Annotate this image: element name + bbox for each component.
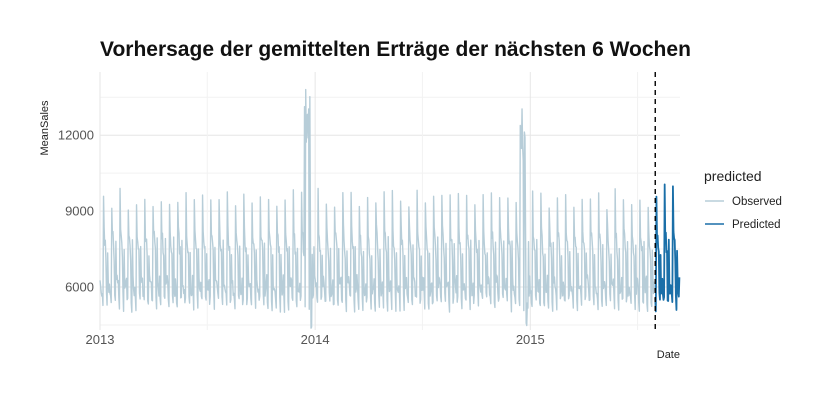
series-observed [99,88,656,329]
x-tick-label: 2013 [86,332,115,347]
x-axis-title: Date [657,349,680,361]
y-tick-label: 9000 [65,204,94,219]
y-tick-label: 6000 [65,280,94,295]
legend-label-observed: Observed [732,196,782,208]
chart-title: Vorhersage der gemittelten Erträge der n… [100,38,691,61]
x-tick-label: 2014 [301,332,330,347]
legend: predicted Observed Predicted [704,168,782,231]
x-tick-labels: 2013 2014 2015 [86,332,545,347]
x-tick-label: 2015 [516,332,545,347]
legend-title: predicted [704,168,762,184]
y-tick-label: 12000 [58,128,94,143]
series-line [654,183,681,313]
series-line [99,88,656,329]
legend-label-predicted: Predicted [732,219,781,231]
series-predicted [654,183,681,313]
y-axis-title: MeanSales [39,100,51,156]
y-tick-labels: 6000 9000 12000 [58,128,94,295]
